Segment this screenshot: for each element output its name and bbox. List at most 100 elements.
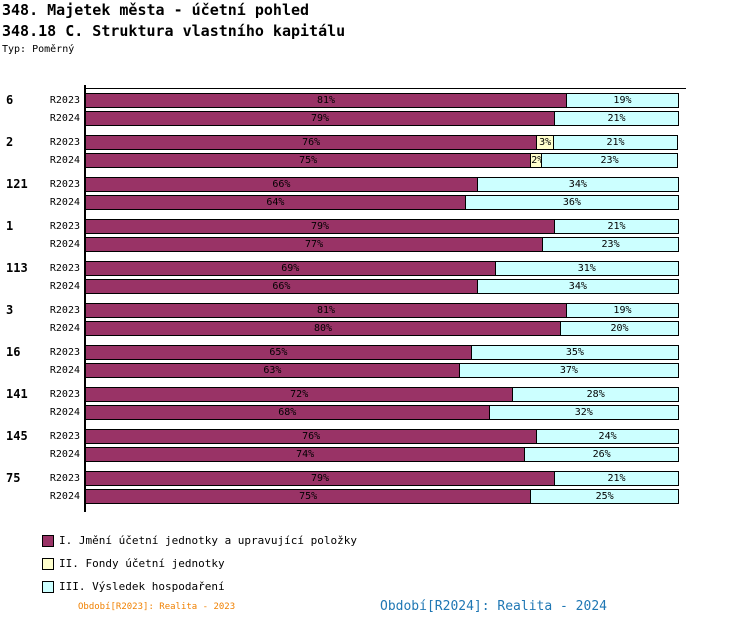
bar-segment-jmeni: 76% <box>85 135 538 150</box>
bar-r2023: 65% 35% <box>85 345 680 360</box>
bar-row-label: R2024 <box>49 365 80 376</box>
bar-row-label: R2023 <box>49 305 80 316</box>
legend-swatch <box>42 580 54 593</box>
bar-segment-jmeni: 64% <box>85 195 466 210</box>
bar-r2023: 76% 3% 21% <box>85 135 680 150</box>
bar-segment-jmeni: 80% <box>85 321 561 336</box>
bar-segment-jmeni: 79% <box>85 219 556 234</box>
group-label: 145 <box>6 429 28 443</box>
bar-row-label: R2023 <box>49 263 80 274</box>
period-r2024-label: Období[R2024]: Realita - 2024 <box>380 599 607 614</box>
bar-segment-vysledek: 36% <box>464 195 679 210</box>
plot-top-border <box>84 88 686 89</box>
group-label: 6 <box>6 93 14 107</box>
bar-segment-jmeni: 65% <box>85 345 472 360</box>
group-label: 141 <box>6 387 28 401</box>
legend-swatch <box>42 557 54 570</box>
bar-segment-jmeni: 63% <box>85 363 460 378</box>
bar-segment-jmeni: 77% <box>85 237 544 252</box>
bar-segment-jmeni: 68% <box>85 405 490 420</box>
bar-row-label: R2023 <box>49 473 80 484</box>
bar-segment-jmeni: 72% <box>85 387 514 402</box>
legend-swatch <box>42 534 54 547</box>
group-label: 2 <box>6 135 14 149</box>
bar-r2023: 81% 19% <box>85 93 680 108</box>
bar-segment-jmeni: 81% <box>85 303 567 318</box>
bar-segment-vysledek: 21% <box>554 471 679 486</box>
bar-segment-jmeni: 79% <box>85 471 556 486</box>
bar-r2024: 77% 23% <box>85 237 680 252</box>
bar-row-label: R2023 <box>49 389 80 400</box>
period-r2023-label: Období[R2023]: Realita - 2023 <box>78 602 236 612</box>
bar-segment-vysledek: 34% <box>476 279 679 294</box>
bar-segment-jmeni: 69% <box>85 261 496 276</box>
bar-r2024: 79% 21% <box>85 111 680 126</box>
bar-row-label: R2024 <box>49 323 80 334</box>
bar-segment-vysledek: 31% <box>494 261 679 276</box>
legend-label: II. Fondy účetní jednotky <box>59 557 225 570</box>
bar-segment-vysledek: 35% <box>470 345 679 360</box>
bar-row-label: R2024 <box>49 113 80 124</box>
bar-segment-jmeni: 79% <box>85 111 556 126</box>
bar-row-label: R2024 <box>49 449 80 460</box>
legend-label: III. Výsledek hospodaření <box>59 580 225 593</box>
bar-segment-jmeni: 74% <box>85 447 526 462</box>
bar-r2024: 75% 2% 23% <box>85 153 680 168</box>
bar-r2023: 66% 34% <box>85 177 680 192</box>
bar-segment-jmeni: 66% <box>85 279 478 294</box>
group-label: 113 <box>6 261 28 275</box>
bar-r2024: 63% 37% <box>85 363 680 378</box>
group-label: 3 <box>6 303 14 317</box>
bar-r2024: 75% 25% <box>85 489 680 504</box>
bar-segment-vysledek: 20% <box>560 321 679 336</box>
bar-segment-vysledek: 23% <box>542 237 679 252</box>
bar-segment-vysledek: 37% <box>458 363 679 378</box>
bar-r2023: 69% 31% <box>85 261 680 276</box>
bar-segment-jmeni: 75% <box>85 489 532 504</box>
bar-segment-vysledek: 19% <box>565 303 679 318</box>
bar-segment-jmeni: 75% <box>85 153 532 168</box>
bar-r2024: 68% 32% <box>85 405 680 420</box>
bar-segment-vysledek: 26% <box>524 447 679 462</box>
legend-item: III. Výsledek hospodaření <box>42 580 225 593</box>
bar-row-label: R2024 <box>49 239 80 250</box>
bar-segment-fondy: 3% <box>536 135 555 150</box>
bar-segment-vysledek: 25% <box>530 489 679 504</box>
bar-row-label: R2023 <box>49 179 80 190</box>
bar-r2024: 66% 34% <box>85 279 680 294</box>
bar-r2023: 72% 28% <box>85 387 680 402</box>
bar-row-label: R2024 <box>49 281 80 292</box>
group-label: 75 <box>6 471 21 485</box>
bar-r2024: 80% 20% <box>85 321 680 336</box>
bar-segment-vysledek: 21% <box>554 111 679 126</box>
bar-segment-vysledek: 24% <box>536 429 679 444</box>
bar-r2023: 79% 21% <box>85 471 680 486</box>
y-axis-line <box>84 85 86 512</box>
bar-segment-vysledek: 21% <box>553 135 678 150</box>
legend-label: I. Jmění účetní jednotky a upravující po… <box>59 534 358 547</box>
legend-item: I. Jmění účetní jednotky a upravující po… <box>42 534 357 547</box>
bar-r2023: 81% 19% <box>85 303 680 318</box>
page-title: 348. Majetek města - účetní pohled <box>2 1 310 19</box>
bar-segment-vysledek: 23% <box>541 153 678 168</box>
bar-segment-vysledek: 28% <box>512 387 679 402</box>
bar-row-label: R2023 <box>49 95 80 106</box>
group-label: 16 <box>6 345 21 359</box>
bar-row-label: R2023 <box>49 221 80 232</box>
bar-row-label: R2023 <box>49 137 80 148</box>
bar-r2024: 74% 26% <box>85 447 680 462</box>
bar-segment-jmeni: 66% <box>85 177 478 192</box>
bar-row-label: R2024 <box>49 407 80 418</box>
bar-r2023: 79% 21% <box>85 219 680 234</box>
group-label: 1 <box>6 219 14 233</box>
bar-row-label: R2024 <box>49 491 80 502</box>
bar-segment-vysledek: 32% <box>488 405 679 420</box>
page-subtitle: 348.18 C. Struktura vlastního kapitálu <box>2 22 346 40</box>
group-label: 121 <box>6 177 28 191</box>
bar-row-label: R2023 <box>49 347 80 358</box>
bar-segment-vysledek: 34% <box>476 177 679 192</box>
bar-segment-vysledek: 21% <box>554 219 679 234</box>
bar-row-label: R2024 <box>49 197 80 208</box>
